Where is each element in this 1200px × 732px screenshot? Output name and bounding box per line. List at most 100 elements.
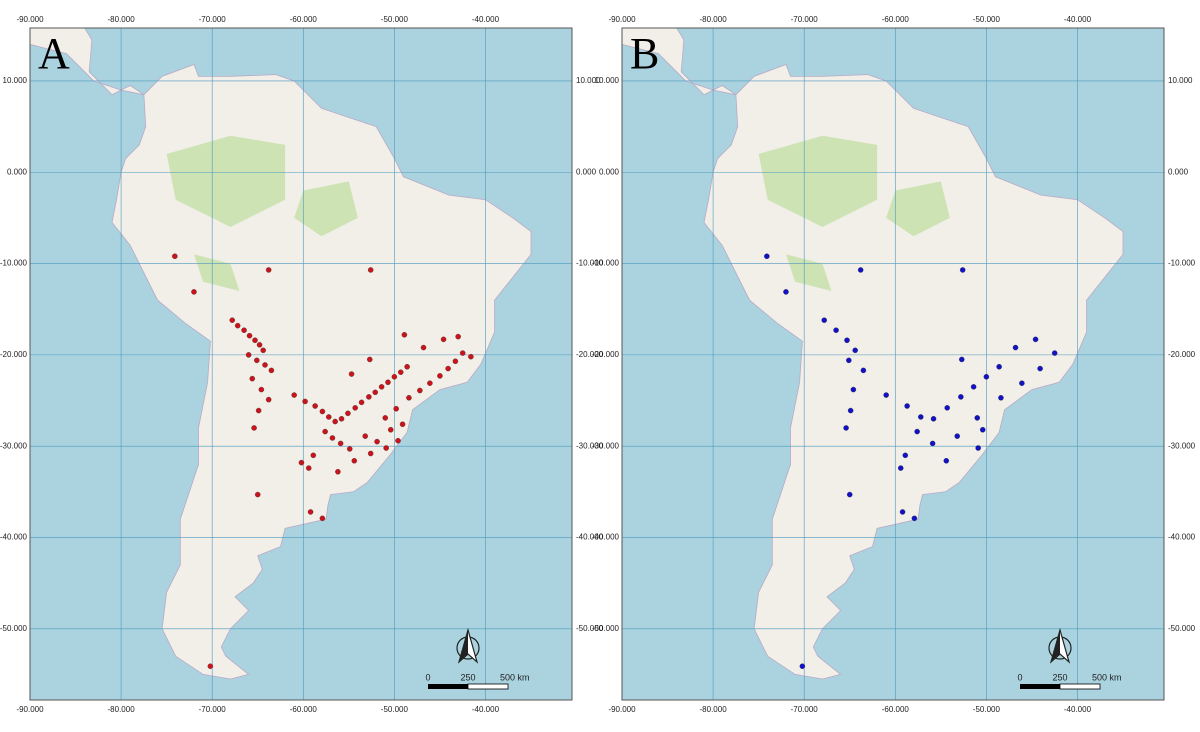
occurrence-point xyxy=(252,337,258,344)
occurrence-point xyxy=(260,347,266,354)
frame xyxy=(29,27,573,701)
occurrence-point xyxy=(959,356,965,363)
occurrence-point xyxy=(346,446,353,452)
scale-label: 0 xyxy=(1017,672,1022,682)
occurrence-point xyxy=(245,352,252,358)
x-tick-label: -50.000 xyxy=(381,705,409,714)
occurrence-point xyxy=(983,374,990,380)
occurrence-point xyxy=(847,407,854,414)
occurrence-point xyxy=(335,468,341,475)
y-tick-label: 10.000 xyxy=(595,76,620,85)
occurrence-point xyxy=(417,387,423,394)
occurrence-point xyxy=(298,459,305,466)
occurrence-point xyxy=(918,414,924,420)
occurrence-point xyxy=(382,415,389,421)
occurrence-point xyxy=(385,379,391,386)
occurrence-point xyxy=(857,267,864,273)
occurrence-point xyxy=(172,253,178,260)
occurrence-point xyxy=(764,253,770,260)
map-area xyxy=(622,28,1164,700)
map-panel: -90.000 -90.000 -80.000 -80.000 -70.000 -70.0… xyxy=(592,15,1196,714)
y-tick-label: -50.000 xyxy=(592,624,620,633)
occurrence-point xyxy=(322,428,328,435)
land xyxy=(30,28,145,96)
y-tick-label: -50.000 xyxy=(576,624,604,633)
x-tick-label: -50.000 xyxy=(381,15,409,24)
occurrence-point xyxy=(302,398,308,405)
y-tick-label: -30.000 xyxy=(576,441,604,450)
scale-label: 0 xyxy=(425,672,430,682)
occurrence-point xyxy=(265,396,272,403)
occurrence-point xyxy=(944,405,950,411)
occurrence-point xyxy=(850,386,857,393)
map-panel: -90.000 -90.000 -80.000 -80.000 -70.000 -70.0… xyxy=(0,15,604,714)
occurrence-point xyxy=(305,465,312,471)
forest xyxy=(886,181,950,237)
y-tick-label: 0.000 xyxy=(7,167,28,176)
x-tick-label: -70.000 xyxy=(791,705,819,714)
occurrence-point xyxy=(899,509,906,515)
occurrence-point xyxy=(452,358,459,365)
occurrence-point xyxy=(437,373,443,379)
occurrence-point xyxy=(897,465,904,471)
x-tick-label: -50.000 xyxy=(973,705,1001,714)
occurrence-point xyxy=(256,342,263,348)
panel-label: B xyxy=(630,29,659,78)
y-tick-label: -50.000 xyxy=(0,624,28,633)
scale-label: 250 xyxy=(460,672,475,682)
y-tick-label: -20.000 xyxy=(1168,350,1196,359)
x-tick-label: -40.000 xyxy=(472,15,500,24)
occurrence-point xyxy=(911,515,918,522)
forest xyxy=(166,135,286,227)
scale-black xyxy=(1020,684,1060,689)
y-tick-label: -30.000 xyxy=(1168,441,1196,450)
occurrence-point xyxy=(883,392,889,398)
y-tick-label: -50.000 xyxy=(1168,624,1196,633)
y-tick-label: 0.000 xyxy=(599,167,620,176)
occurrence-point xyxy=(393,405,399,412)
occurrence-point xyxy=(468,353,474,360)
x-tick-label: -80.000 xyxy=(108,705,136,714)
occurrence-point xyxy=(959,267,966,273)
occurrence-point xyxy=(1037,365,1043,372)
y-tick-label: -20.000 xyxy=(0,350,28,359)
occurrence-point xyxy=(374,438,380,445)
scale-white xyxy=(467,683,509,690)
arrow-half xyxy=(1051,630,1060,662)
occurrence-point xyxy=(1012,344,1019,351)
scale-bar: 0 250 500 km xyxy=(1017,672,1122,690)
arrow-half xyxy=(459,630,468,662)
occurrence-point xyxy=(996,363,1002,370)
x-tick-label: -70.000 xyxy=(199,705,227,714)
occurrence-point xyxy=(338,416,345,422)
y-tick-label: 10.000 xyxy=(576,76,601,85)
y-tick-label: -30.000 xyxy=(0,441,28,450)
x-tick-label: -40.000 xyxy=(472,705,500,714)
occurrence-point xyxy=(929,440,936,447)
y-tick-label: -10.000 xyxy=(592,259,620,268)
occurrence-point xyxy=(207,663,214,669)
occurrence-point xyxy=(229,317,235,323)
occurrence-point xyxy=(943,458,950,464)
occurrence-point xyxy=(337,440,344,447)
frame xyxy=(621,27,1165,701)
occurrence-point xyxy=(352,405,358,411)
occurrence-point xyxy=(291,392,297,398)
x-tick-label: -70.000 xyxy=(199,15,227,24)
occurrence-point xyxy=(821,317,827,323)
occurrence-point xyxy=(979,426,986,433)
y-tick-label: 10.000 xyxy=(1168,76,1193,85)
scale-label: 250 xyxy=(1052,672,1067,682)
occurrence-point xyxy=(1019,380,1025,386)
occurrence-point xyxy=(833,327,839,333)
x-tick-label: -60.000 xyxy=(290,15,318,24)
occurrence-point xyxy=(852,347,858,354)
y-tick-label: -10.000 xyxy=(576,259,604,268)
y-tick-label: 0.000 xyxy=(576,167,597,176)
occurrence-point xyxy=(268,367,275,374)
y-tick-label: -40.000 xyxy=(0,533,28,542)
occurrence-point xyxy=(843,425,849,431)
occurrence-point xyxy=(255,407,262,414)
x-tick-label: -90.000 xyxy=(608,15,636,24)
